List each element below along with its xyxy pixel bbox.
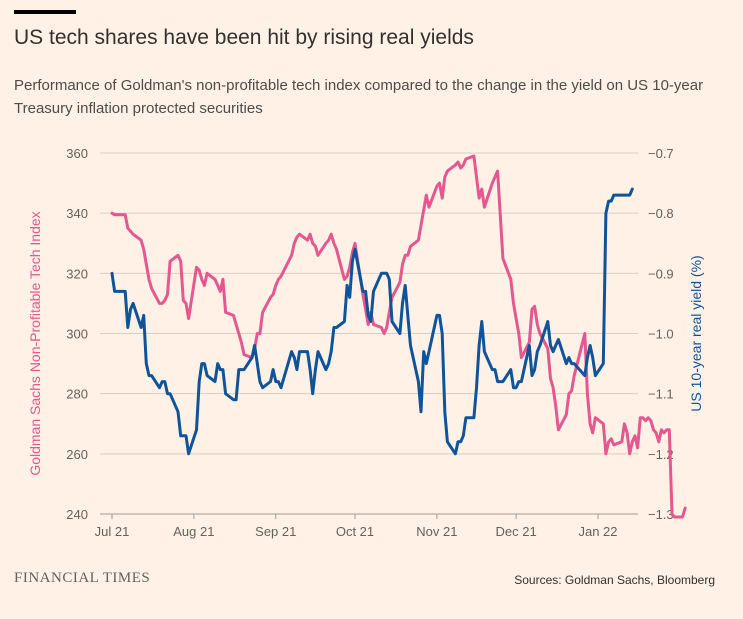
chart-title: US tech shares have been hit by rising r… [14, 26, 474, 49]
chart-subtitle: Performance of Goldman's non-profitable … [14, 77, 704, 117]
ft-brand-bar [14, 10, 76, 14]
y-left-tick-label: 360 [66, 146, 88, 161]
y-left-tick-label: 340 [66, 206, 88, 221]
y-right-tick-label: −0.8 [648, 206, 674, 221]
y-right-tick-label: −1.0 [648, 327, 674, 342]
x-tick-label: Nov 21 [416, 524, 457, 539]
y-left-tick-label: 320 [66, 266, 88, 281]
x-tick-label: Jan 22 [578, 524, 617, 539]
x-tick-label: Jul 21 [95, 524, 130, 539]
y-right-tick-label: −0.9 [648, 266, 674, 281]
y-right-tick-label: −0.7 [648, 146, 674, 161]
y-left-axis-label: Goldman Sachs Non-Profitable Tech Index [27, 211, 43, 475]
y-left-tick-label: 260 [66, 447, 88, 462]
x-tick-label: Dec 21 [496, 524, 537, 539]
financial-times-logo: FINANCIAL TIMES [14, 570, 151, 586]
real-yield-line [110, 187, 634, 456]
y-right-tick-label: −1.3 [648, 507, 674, 522]
x-tick-label: Oct 21 [336, 524, 374, 539]
y-left-tick-label: 300 [66, 327, 88, 342]
x-tick-label: Aug 21 [173, 524, 214, 539]
source-note: Sources: Goldman Sachs, Bloomberg [514, 573, 715, 587]
y-left-tick-label: 240 [66, 507, 88, 522]
y-right-tick-label: −1.2 [648, 447, 674, 462]
y-right-axis-label: US 10-year real yield (%) [688, 255, 704, 411]
tech-index-line [110, 154, 687, 519]
x-tick-label: Sep 21 [255, 524, 296, 539]
y-right-tick-label: −1.1 [648, 387, 674, 402]
y-left-tick-label: 280 [66, 387, 88, 402]
